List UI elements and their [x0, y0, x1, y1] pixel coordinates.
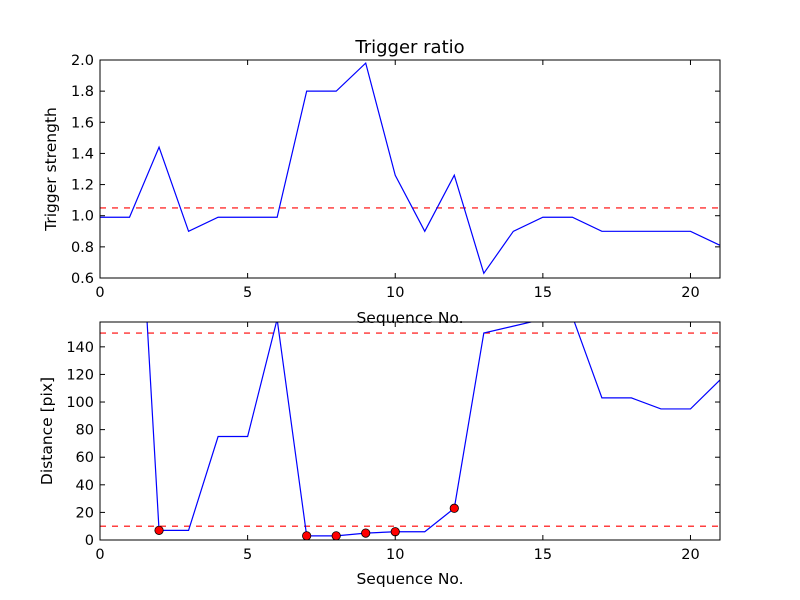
- top-axis-ticks: 0 5 10 15 20 0.6 0.8 1.0 1.2 1.4 1.6 1.8 2.0: [71, 53, 720, 301]
- bottom-y-tick-label: 60: [76, 450, 94, 466]
- bottom-y-tick-label: 0: [85, 533, 94, 549]
- bottom-y-tick-label: 40: [76, 478, 94, 494]
- bottom-marker-point: [361, 528, 371, 538]
- bottom-marker-point: [154, 525, 164, 535]
- top-x-tick-label: 10: [386, 285, 404, 301]
- bottom-x-tick-label: 10: [386, 547, 404, 563]
- top-plot-area: [100, 61, 720, 275]
- top-series-line-0: [100, 61, 720, 275]
- top-y-tick-label: 0.6: [71, 271, 94, 287]
- bottom-marker-point: [302, 531, 312, 540]
- top-y-tick-label: 1.4: [71, 146, 94, 162]
- top-y-tick-label: 1.2: [71, 178, 94, 194]
- bottom-marker-point: [449, 503, 459, 513]
- bottom-x-tick-label: 15: [534, 547, 552, 563]
- top-x-axis-label: Sequence No.: [356, 309, 463, 327]
- top-y-tick-label: 1.8: [71, 84, 94, 100]
- bottom-y-tick-label: 80: [76, 423, 94, 439]
- bottom-y-axis-label: Distance [pix]: [38, 377, 56, 485]
- bottom-marker-point: [331, 531, 341, 540]
- top-axes-frame: [99, 59, 721, 279]
- top-chart-title: Trigger ratio: [354, 37, 464, 58]
- bottom-y-tick-label: 140: [66, 340, 94, 356]
- top-x-tick-label: 5: [243, 285, 252, 301]
- top-y-tick-label: 1.6: [71, 115, 94, 131]
- bottom-y-tick-label: 120: [66, 367, 94, 383]
- top-y-tick-label: 1.0: [71, 209, 94, 225]
- bottom-x-tick-label: 5: [243, 547, 252, 563]
- top-y-axis-label: Trigger strength: [42, 107, 60, 232]
- bottom-series-line-0: [146, 322, 720, 537]
- bottom-axes-frame: [99, 321, 721, 541]
- top-x-tick-label: 20: [681, 285, 699, 301]
- bottom-plot-area: [100, 322, 720, 540]
- top-y-tick-label: 0.8: [71, 240, 94, 256]
- bottom-axis-ticks: 0 5 10 15 20 0 20 40 60 80 100 120 140: [66, 322, 720, 563]
- bottom-x-tick-label: 20: [681, 547, 699, 563]
- top-x-tick-label: 0: [95, 285, 104, 301]
- top-y-tick-label: 2.0: [71, 53, 94, 69]
- bottom-marker-point: [390, 527, 400, 537]
- bottom-y-tick-label: 100: [66, 395, 94, 411]
- bottom-x-axis-label: Sequence No.: [356, 570, 463, 588]
- top-x-tick-label: 15: [534, 285, 552, 301]
- bottom-y-tick-label: 20: [76, 505, 94, 521]
- bottom-x-tick-label: 0: [95, 547, 104, 563]
